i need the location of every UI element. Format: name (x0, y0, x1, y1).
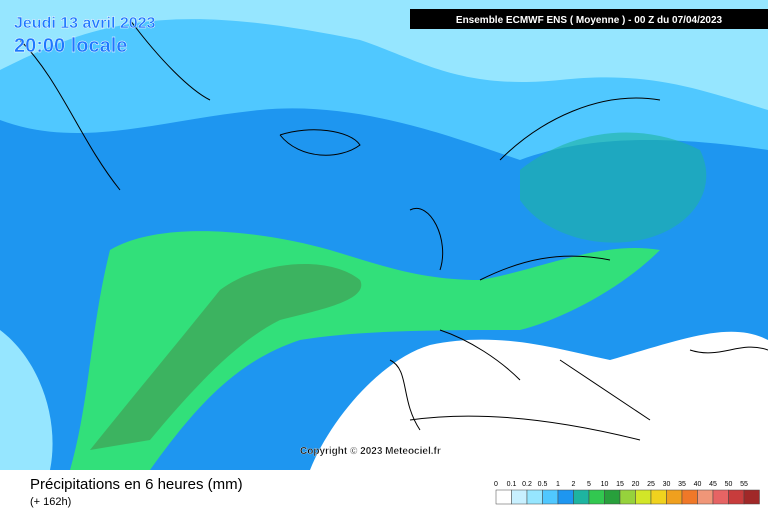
legend-label: 15 (616, 481, 624, 488)
legend-label: 0.1 (507, 481, 517, 488)
time: 20:00 locale (14, 35, 127, 57)
dry-area (310, 331, 768, 470)
legend-label: 30 (663, 481, 671, 488)
footer-title: Précipitations en 6 heures (mm) (30, 476, 243, 493)
legend-swatch (573, 489, 590, 505)
legend-swatch (743, 489, 760, 505)
legend-swatch (542, 489, 559, 505)
legend: 0 0.1 0.2 0.5 1 2 5 10 15 20 25 30 35 40 45 50 55 (494, 481, 760, 505)
legend-swatch (712, 489, 729, 505)
legend-label: 0.5 (538, 481, 548, 488)
legend-label: 55 (740, 481, 748, 488)
legend-label: 20 (632, 481, 640, 488)
rain-green (70, 231, 660, 470)
legend-swatch (604, 489, 621, 505)
legend-label: 5 (587, 481, 591, 488)
legend-label: 2 (572, 481, 576, 488)
rain-light-sw (0, 330, 53, 470)
run-info: Ensemble ECMWF ENS ( Moyenne ) - 00 Z du… (456, 15, 723, 26)
legend-label: 40 (694, 481, 702, 488)
coastline (389, 329, 768, 441)
legend-swatch (666, 489, 683, 505)
legend-label: 35 (678, 481, 686, 488)
legend-swatch (681, 489, 698, 505)
legend-swatch (728, 489, 745, 505)
legend-label: 1 (556, 481, 560, 488)
legend-swatch (619, 489, 636, 505)
run-box (410, 9, 768, 29)
legend-swatch (697, 489, 714, 505)
legend-label: 25 (647, 481, 655, 488)
legend-swatch (495, 489, 512, 505)
footer-lead: (+ 162h) (30, 496, 71, 508)
legend-swatch (526, 489, 543, 505)
legend-label: 50 (725, 481, 733, 488)
legend-label: 0.2 (522, 481, 532, 488)
legend-label: 10 (601, 481, 609, 488)
date: Jeudi 13 avril 2023 (14, 15, 156, 32)
legend-swatch (557, 489, 574, 505)
legend-swatch (635, 489, 652, 505)
rain-teal (520, 132, 707, 243)
legend-label: 0 (494, 481, 498, 488)
coastline (19, 19, 661, 281)
legend-label: 45 (709, 481, 717, 488)
legend-swatch (511, 489, 528, 505)
legend-swatch (650, 489, 667, 505)
rain-dark-green (90, 263, 362, 450)
legend-swatch (588, 489, 605, 505)
copyright: Copyright © 2023 Meteociel.fr (300, 446, 441, 457)
